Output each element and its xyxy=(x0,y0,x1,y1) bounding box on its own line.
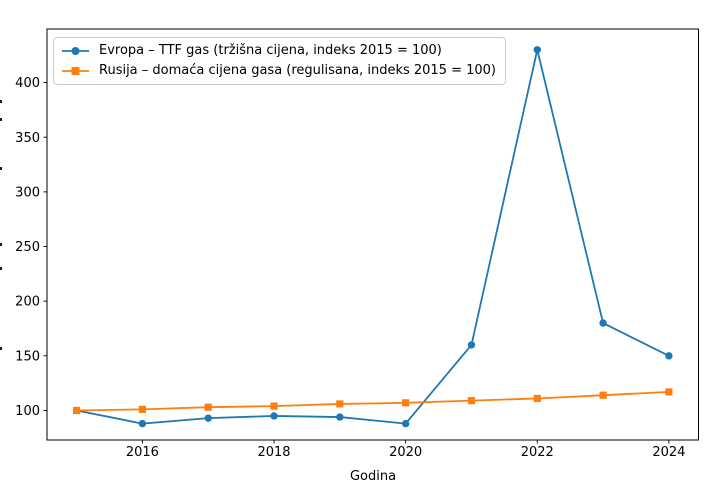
data-point-marker xyxy=(533,394,541,403)
y-axis-label-fragment xyxy=(0,347,2,350)
y-tick-label: 350 xyxy=(15,131,40,146)
data-point-marker xyxy=(204,414,212,422)
data-point-marker xyxy=(467,397,476,405)
y-tick-label: 200 xyxy=(15,295,40,310)
series-line-0 xyxy=(76,48,670,425)
legend-line-square-marker xyxy=(62,67,89,75)
x-tick-label: 2018 xyxy=(257,445,290,460)
y-axis-label-fragment xyxy=(0,100,2,103)
legend-line-circle-marker xyxy=(62,47,89,55)
data-point-marker xyxy=(204,403,212,411)
y-tick-label: 400 xyxy=(15,76,40,91)
legend: Evropa – TTF gas (tržišna cijena, indeks… xyxy=(53,37,507,85)
data-point-marker xyxy=(270,402,278,410)
data-point-marker xyxy=(138,419,147,428)
y-axis-label-fragment xyxy=(0,267,2,270)
y-tick-label: 150 xyxy=(15,349,40,364)
y-tick-label: 100 xyxy=(15,404,40,419)
x-tick-label: 2022 xyxy=(521,445,554,460)
data-point-marker xyxy=(665,352,673,360)
y-tick-label: 250 xyxy=(15,240,40,255)
data-point-marker xyxy=(402,399,410,407)
data-point-marker xyxy=(270,412,278,420)
x-tick-label: 2024 xyxy=(652,445,685,460)
legend-label-rusija: Rusija – domaća cijena gasa (regulisana,… xyxy=(99,63,497,78)
legend-label-evropa: Evropa – TTF gas (tržišna cijena, indeks… xyxy=(99,43,442,58)
data-point-marker xyxy=(467,341,476,349)
data-point-marker xyxy=(138,405,147,413)
data-point-marker xyxy=(336,400,344,408)
x-tick-label: 2016 xyxy=(126,445,159,460)
legend-entry-rusija: Rusija – domaća cijena gasa (regulisana,… xyxy=(61,63,496,79)
series-line-1 xyxy=(76,391,669,412)
y-axis-label-fragment xyxy=(0,167,2,170)
data-point-marker xyxy=(599,391,607,399)
y-tick-label: 300 xyxy=(15,185,40,200)
data-point-marker xyxy=(336,413,344,421)
data-point-marker xyxy=(401,419,410,428)
x-axis-label: Godina xyxy=(349,469,397,484)
x-tick-label: 2020 xyxy=(389,445,422,460)
data-point-marker xyxy=(665,388,673,396)
legend-entry-evropa: Evropa – TTF gas (tržišna cijena, indeks… xyxy=(61,43,496,59)
data-point-marker xyxy=(533,46,541,54)
data-point-marker xyxy=(73,406,81,415)
y-axis-label-fragment xyxy=(0,118,2,121)
y-axis-label-fragment xyxy=(0,243,2,246)
axes-frame xyxy=(46,28,699,441)
data-point-marker xyxy=(599,319,607,327)
